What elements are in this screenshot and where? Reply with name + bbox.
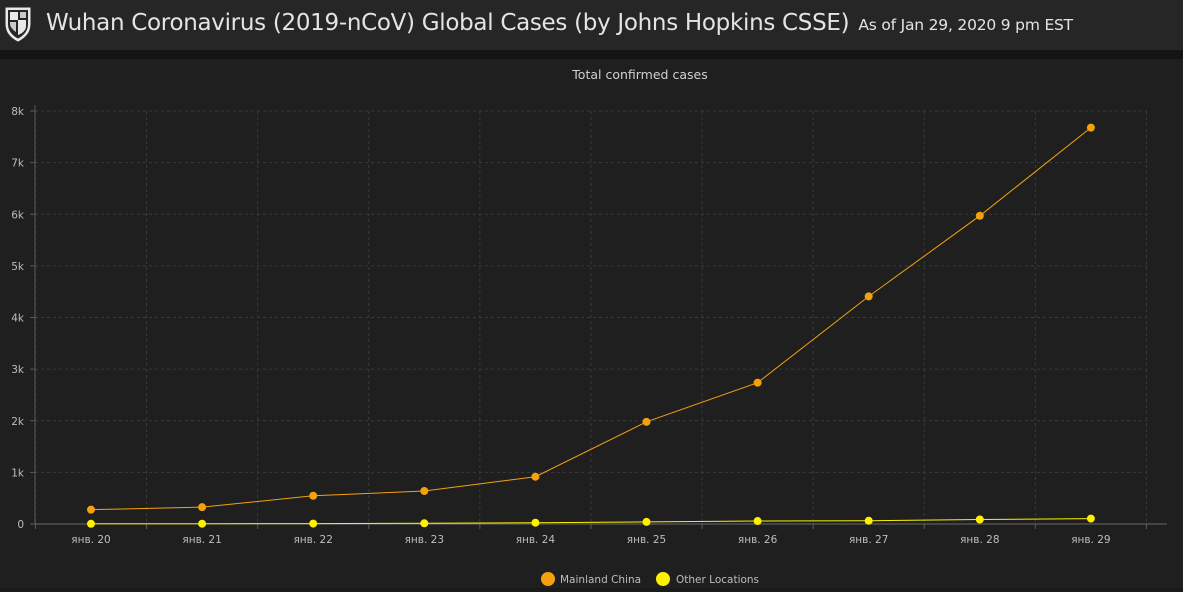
x-tick-label: янв. 22 (293, 534, 332, 546)
data-point[interactable] (420, 519, 429, 528)
chart-panel: Total confirmed cases 0 1k 2k 3k 4k 5k 6k 7k 8k я… (0, 59, 1183, 588)
series-line[interactable] (90, 127, 1092, 511)
x-tick-label: янв. 25 (627, 534, 666, 546)
y-tick-label: 1k (11, 467, 25, 479)
data-point[interactable] (1086, 514, 1095, 523)
data-point[interactable] (87, 505, 95, 514)
data-point[interactable] (642, 417, 651, 426)
as-of-date: As of Jan 29, 2020 9 pm EST (858, 16, 1073, 34)
x-tick-label: янв. 23 (405, 534, 444, 546)
data-point[interactable] (87, 519, 95, 528)
data-point[interactable] (198, 503, 207, 512)
data-point[interactable] (975, 515, 984, 524)
y-tick-label: 4k (11, 313, 25, 325)
data-point[interactable] (753, 378, 762, 387)
y-tick-label: 3k (11, 364, 25, 376)
data-point[interactable] (975, 211, 984, 220)
legend-label[interactable]: Mainland China (560, 574, 641, 586)
page-title: Wuhan Coronavirus (2019-nCoV) Global Cas… (46, 10, 1073, 36)
confirmed-cases-chart: Total confirmed cases 0 1k 2k 3k 4k 5k 6k 7k 8k я… (11, 67, 1167, 586)
data-point[interactable] (531, 518, 540, 527)
x-tick-label: янв. 27 (849, 534, 888, 546)
x-tick-label: янв. 24 (516, 534, 556, 546)
data-point[interactable] (1086, 123, 1095, 132)
y-tick-label: 0 (17, 519, 24, 531)
x-tick-label: янв. 21 (182, 534, 221, 546)
title-text: Wuhan Coronavirus (2019-nCoV) Global Cas… (46, 10, 850, 36)
chart-title: Total confirmed cases (571, 67, 707, 82)
data-point[interactable] (642, 517, 651, 526)
data-point[interactable] (198, 519, 207, 528)
y-tick-label: 8k (11, 106, 25, 118)
jhu-shield-icon (5, 7, 31, 42)
y-tick-label: 5k (11, 261, 25, 273)
axes: 0 1k 2k 3k 4k 5k 6k 7k 8k янв. 20 янв. 21 янв. 22 ян… (11, 105, 1167, 546)
data-point[interactable] (864, 516, 873, 525)
legend-label[interactable]: Other Locations (676, 574, 759, 586)
x-tick-label: янв. 20 (71, 534, 110, 546)
data-point[interactable] (309, 491, 318, 500)
data-point[interactable] (531, 472, 540, 481)
header-divider (0, 50, 1183, 59)
series-lines[interactable] (87, 123, 1095, 528)
x-tick-label: янв. 29 (1071, 534, 1110, 546)
series-line[interactable] (90, 518, 1091, 525)
dashboard-header: Wuhan Coronavirus (2019-nCoV) Global Cas… (0, 0, 1183, 50)
legend-swatch[interactable] (541, 572, 555, 586)
data-point[interactable] (864, 292, 873, 301)
legend-swatch[interactable] (656, 572, 670, 586)
y-tick-label: 6k (11, 209, 25, 221)
legend[interactable]: Mainland China Other Locations (541, 572, 759, 586)
data-point[interactable] (309, 519, 318, 528)
data-point[interactable] (753, 517, 762, 526)
data-point[interactable] (420, 487, 429, 496)
y-tick-label: 2k (11, 416, 25, 428)
grid-lines (34, 110, 1147, 524)
y-tick-label: 7k (11, 158, 25, 170)
x-tick-label: янв. 28 (960, 534, 999, 546)
x-tick-label: янв. 26 (738, 534, 778, 546)
